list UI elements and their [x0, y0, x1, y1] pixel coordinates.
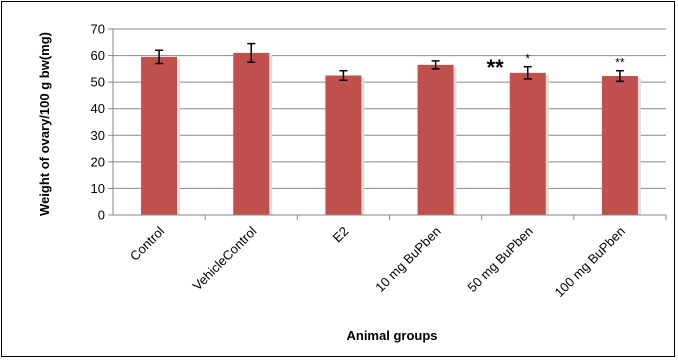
y-tick-label: 20: [91, 154, 105, 169]
bar: [141, 56, 178, 216]
y-tick-label: 50: [91, 75, 105, 90]
x-tick-label: 10 mg BuPben: [372, 224, 443, 295]
x-tick-labels: Control VehicleControl E2 10 mg BuPben 50 mg…: [127, 223, 628, 300]
y-tick-labels: 0 10 20 30 40 50 60 70: [91, 22, 105, 223]
x-tick-label: VehicleControl: [189, 223, 259, 293]
x-tick-label: Control: [127, 223, 167, 263]
y-tick-label: 70: [91, 22, 105, 37]
significance-marker: *: [525, 52, 530, 66]
error-bars: [155, 42, 624, 83]
significance-marker-large: **: [487, 55, 505, 80]
annotations: * ****: [487, 52, 625, 80]
x-tick-label: E2: [330, 224, 352, 246]
bars: [141, 52, 641, 216]
y-tick-label: 60: [91, 48, 105, 63]
y-tick-label: 10: [91, 181, 105, 196]
bar: [325, 75, 362, 215]
bar: [601, 76, 638, 215]
y-tick-label: 0: [98, 208, 105, 223]
y-tick-label: 40: [91, 101, 105, 116]
grid-lines: [113, 28, 666, 189]
axes: [108, 28, 667, 220]
x-tick-label: 100 mg BuPben: [552, 224, 629, 301]
y-axis-title: Weight of ovary/100 g bw(mg): [37, 32, 52, 216]
y-tick-label: 30: [91, 128, 105, 143]
x-tick-label: 50 mg BuPben: [464, 224, 535, 295]
bar: [509, 72, 546, 215]
x-axis-title: Animal groups: [346, 328, 437, 343]
bar: [233, 52, 270, 215]
significance-marker: **: [615, 56, 625, 70]
bar: [417, 64, 454, 215]
